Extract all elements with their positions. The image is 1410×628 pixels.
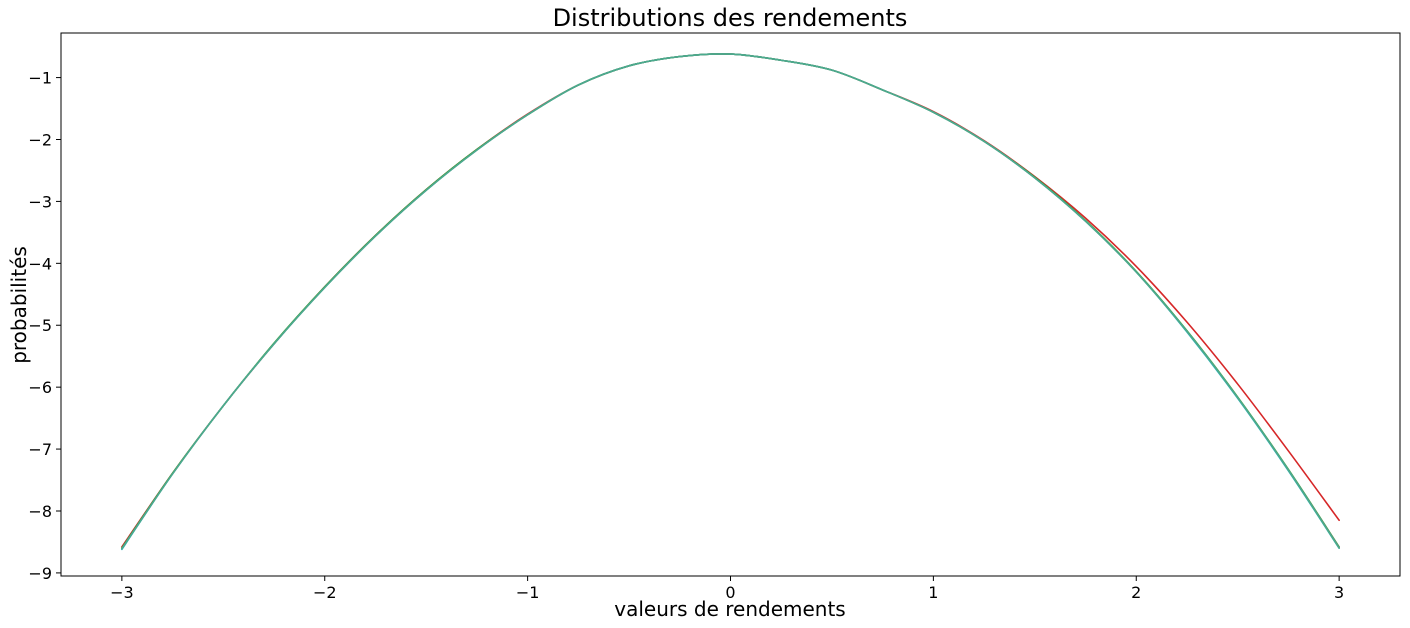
y-tick-label: −9 [28,564,52,583]
y-tick-label: −2 [28,130,52,149]
y-tick-label: −7 [28,440,52,459]
y-tick-label: −8 [28,502,52,521]
y-axis-ticks: −9 −8 −7 −6 −5 −4 −3 −2 −1 [28,69,61,583]
y-tick-label: −4 [28,254,52,273]
y-tick-label: −3 [28,192,52,211]
x-axis-label: valeurs de rendements [614,597,845,621]
x-tick-label: −1 [516,583,540,602]
y-tick-label: −6 [28,378,52,397]
x-axis-ticks: −3 −2 −1 0 1 2 3 [110,576,1344,602]
x-tick-label: 3 [1334,583,1344,602]
chart-title: Distributions des rendements [553,4,908,32]
x-tick-label: −3 [110,583,134,602]
x-tick-label: 1 [928,583,938,602]
x-tick-label: −2 [313,583,337,602]
y-tick-label: −5 [28,316,52,335]
y-axis-label: probabilités [7,246,31,364]
series-layer [121,53,1340,551]
series-line-5 [121,53,1340,550]
x-tick-label: 0 [725,583,735,602]
x-tick-label: 2 [1131,583,1141,602]
y-tick-label: −1 [28,69,52,88]
